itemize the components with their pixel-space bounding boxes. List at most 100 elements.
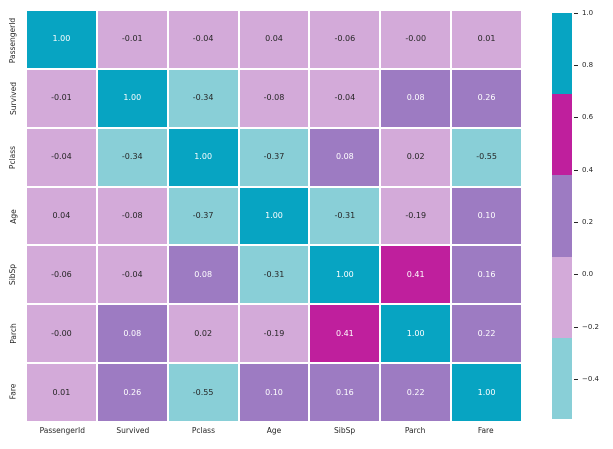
heatmap-cell: 0.04 — [27, 187, 96, 245]
heatmap-cell: -0.34 — [97, 128, 167, 186]
heatmap-cell: 0.16 — [452, 246, 521, 304]
colorbar-band — [552, 94, 572, 176]
heatmap-cell: -0.04 — [310, 69, 380, 127]
colorbar-tick-mark — [574, 12, 578, 14]
heatmap-cell-value: 0.04 — [265, 34, 283, 44]
heatmap-cell-value: -0.31 — [334, 210, 356, 220]
heatmap-cell-value: 0.02 — [406, 152, 425, 162]
heatmap-cell: -0.55 — [168, 364, 238, 421]
heatmap-cell: 0.16 — [310, 364, 380, 421]
heatmap-cell-value: -0.00 — [405, 34, 427, 44]
heatmap-cell: 0.26 — [97, 364, 167, 421]
heatmap-cell-value: 0.26 — [123, 387, 142, 397]
y-tick-label: PassengerId — [0, 11, 26, 70]
heatmap-cell: 0.01 — [27, 364, 96, 421]
heatmap-cell-value: -0.08 — [121, 210, 143, 220]
heatmap-cell: -0.31 — [310, 187, 380, 245]
heatmap-cell-value: -0.37 — [263, 152, 285, 162]
heatmap-cell-value: -0.19 — [263, 328, 285, 338]
y-tick-label: Age — [0, 187, 26, 246]
colorbar-tick-mark — [574, 64, 578, 66]
heatmap-cell: 0.04 — [239, 11, 309, 68]
heatmap-cell-value: 0.08 — [194, 269, 213, 279]
heatmap-cell: -0.19 — [381, 187, 451, 245]
colorbar-tick-label: 0.8 — [582, 60, 594, 69]
colorbar-tick-label: 0.2 — [582, 218, 594, 227]
x-tick-label: PassengerId — [39, 426, 85, 435]
heatmap-cell: -0.08 — [97, 187, 167, 245]
heatmap-cell-value: -0.04 — [334, 93, 356, 103]
heatmap-cell-value: 0.02 — [194, 328, 213, 338]
y-tick-label: Parch — [0, 304, 26, 363]
heatmap-cell: 0.41 — [381, 246, 451, 304]
colorbar-tick-label: −0.2 — [582, 322, 599, 331]
heatmap-cell: 1.00 — [97, 69, 167, 127]
x-tick-label: SibSp — [333, 426, 356, 435]
heatmap-cell: -0.37 — [168, 187, 238, 245]
heatmap-cell: -0.08 — [239, 69, 309, 127]
heatmap-cell: 0.22 — [381, 364, 451, 421]
heatmap-cell-value: 0.10 — [477, 210, 496, 220]
heatmap-cell-value: -0.34 — [121, 152, 143, 162]
heatmap-cell: 0.41 — [310, 305, 380, 363]
heatmap-cell-value: 0.16 — [477, 269, 496, 279]
heatmap-cell: 1.00 — [27, 11, 96, 68]
heatmap-cell-value: 0.08 — [335, 152, 354, 162]
heatmap-cell: 0.08 — [97, 305, 167, 363]
heatmap-cell-value: -0.55 — [476, 152, 497, 162]
heatmap-cell: -0.00 — [381, 11, 451, 68]
y-tick-label-text: Age — [8, 208, 18, 224]
heatmap-cell-value: -0.19 — [405, 210, 427, 220]
y-tick-label: Pclass — [0, 128, 26, 187]
heatmap-cell-value: -0.34 — [192, 93, 214, 103]
heatmap-cell: 1.00 — [452, 364, 521, 421]
y-tick-label-text: Pclass — [8, 145, 18, 170]
heatmap-cell: -0.34 — [168, 69, 238, 127]
colorbar-ticks: 1.0 0.8 0.6 0.4 0.2 0.0 −0.2 −0.4 — [572, 9, 613, 419]
x-tick-label: Fare — [477, 426, 494, 435]
heatmap-cell-value: -0.00 — [51, 328, 72, 338]
heatmap-cell: -0.04 — [27, 128, 96, 186]
x-tick-label: Pclass — [191, 426, 215, 435]
heatmap-cell-value: 0.01 — [477, 34, 496, 44]
heatmap-cell-value: 1.00 — [335, 269, 354, 279]
y-tick-label-text: Fare — [8, 383, 18, 400]
colorbar-band — [552, 256, 572, 338]
colorbar-band — [552, 175, 572, 257]
colorbar-tick-label: 0.6 — [582, 113, 594, 122]
colorbar-tick-mark — [574, 379, 578, 381]
heatmap-cell-value: 0.41 — [406, 269, 425, 279]
colorbar-band — [552, 13, 572, 95]
heatmap-cell-value: 1.00 — [265, 210, 283, 220]
x-tick-label: Parch — [404, 426, 426, 435]
heatmap-cell: -0.19 — [239, 305, 309, 363]
heatmap-cell: -0.04 — [97, 246, 167, 304]
heatmap-cell-value: -0.55 — [192, 387, 214, 397]
heatmap-cell: -0.01 — [97, 11, 167, 68]
x-tick-label: Age — [266, 426, 282, 435]
y-tick-label: SibSp — [0, 245, 26, 304]
heatmap-cell-value: 0.01 — [52, 387, 71, 397]
heatmap-cell: 0.02 — [168, 305, 238, 363]
colorbar — [552, 13, 572, 420]
heatmap-cell-value: -0.37 — [192, 210, 214, 220]
heatmap-cell-value: -0.31 — [263, 269, 285, 279]
heatmap-grid: 1.00 -0.01 -0.04 0.04 -0.06 -0.00 0.01 -0.01 1.0… — [27, 11, 521, 421]
y-tick-label-text: Parch — [8, 322, 18, 344]
heatmap-cell-value: -0.06 — [51, 269, 72, 279]
heatmap-cell-value: -0.04 — [192, 34, 214, 44]
heatmap-cell: 0.08 — [310, 128, 380, 186]
heatmap-cell-value: -0.04 — [121, 269, 143, 279]
colorbar-tick-mark — [574, 274, 578, 276]
heatmap-cell-value: -0.06 — [334, 34, 356, 44]
x-tick-label: Survived — [116, 426, 150, 435]
heatmap-cell: -0.55 — [452, 128, 521, 186]
heatmap-cell-value: 0.10 — [265, 387, 283, 397]
heatmap-cell: -0.06 — [27, 246, 96, 304]
heatmap-cell: 0.26 — [452, 69, 521, 127]
heatmap-cell-value: -0.04 — [51, 152, 72, 162]
x-axis-tick-labels: PassengerId Survived Pclass Age SibSp Parch Fa… — [27, 426, 521, 435]
heatmap-cell-value: 1.00 — [52, 34, 71, 44]
heatmap-cell-value: -0.01 — [121, 34, 143, 44]
